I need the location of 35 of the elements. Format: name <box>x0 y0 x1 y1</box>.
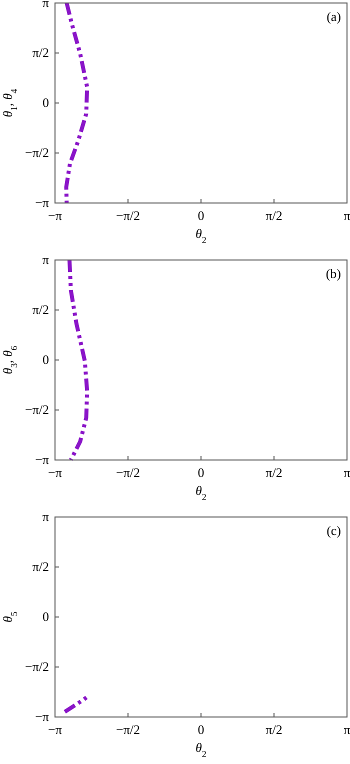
x-tick-label: 0 <box>198 465 204 480</box>
y-tick-label: 0 <box>42 352 49 367</box>
x-tick-label: π/2 <box>266 465 282 480</box>
y-tick-label: −π <box>35 452 50 467</box>
x-tick-label: π/2 <box>266 208 282 223</box>
y-tick-label: −π/2 <box>24 145 49 160</box>
x-axis-title: θ$_{2}$ <box>196 483 207 502</box>
line-series <box>64 1 90 205</box>
y-tick-label: π <box>42 0 50 10</box>
y-tick-label: π <box>42 252 50 267</box>
y-tick-label: π <box>42 509 50 524</box>
x-axis-title: θ$_{2}$ <box>196 226 207 245</box>
y-tick-label: π/2 <box>32 302 49 317</box>
x-tick-label: −π/2 <box>116 722 140 737</box>
annotation: (b) <box>326 266 341 281</box>
y-tick-label: π/2 <box>32 559 49 574</box>
x-tick-label: π/2 <box>266 722 282 737</box>
x-tick-label: −π/2 <box>116 465 140 480</box>
y-tick-label: −π/2 <box>24 659 49 674</box>
x-tick-label: 0 <box>198 722 204 737</box>
x-tick-label: π <box>344 208 350 223</box>
annotation: (c) <box>326 523 341 538</box>
line-series <box>67 258 90 462</box>
x-tick-label: π <box>344 465 350 480</box>
y-tick-label: 0 <box>42 609 49 624</box>
x-tick-label: π <box>344 722 350 737</box>
x-tick-label: −π/2 <box>116 208 140 223</box>
y-tick-label: 0 <box>42 95 49 110</box>
y-tick-label: −π/2 <box>24 402 49 417</box>
annotation: (a) <box>326 9 341 24</box>
y-tick-label: −π <box>35 195 50 210</box>
x-tick-label: 0 <box>198 208 204 223</box>
y-tick-label: π/2 <box>32 45 49 60</box>
y-tick-label: −π <box>35 709 50 724</box>
x-axis-title: θ$_{2}$ <box>196 740 207 759</box>
